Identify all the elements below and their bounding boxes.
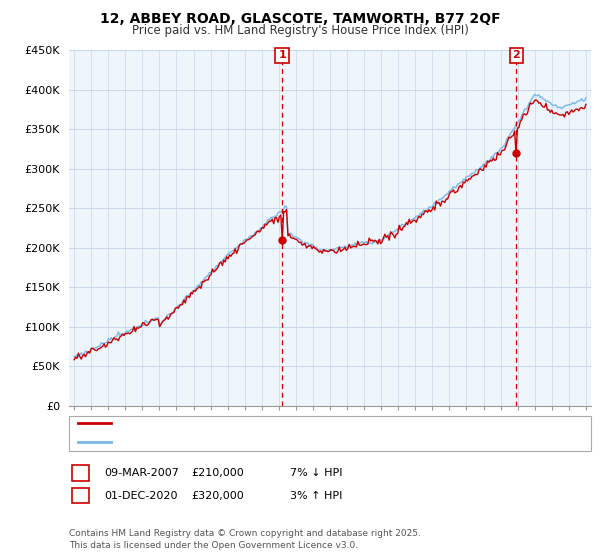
Point xyxy=(511,148,521,157)
Text: 2: 2 xyxy=(512,50,520,60)
Text: 7% ↓ HPI: 7% ↓ HPI xyxy=(290,468,342,478)
Text: 1: 1 xyxy=(77,468,84,478)
Text: Price paid vs. HM Land Registry's House Price Index (HPI): Price paid vs. HM Land Registry's House … xyxy=(131,24,469,37)
Text: 1: 1 xyxy=(278,50,286,60)
Text: 12, ABBEY ROAD, GLASCOTE, TAMWORTH, B77 2QF (detached house): 12, ABBEY ROAD, GLASCOTE, TAMWORTH, B77 … xyxy=(118,418,482,428)
Text: 12, ABBEY ROAD, GLASCOTE, TAMWORTH, B77 2QF: 12, ABBEY ROAD, GLASCOTE, TAMWORTH, B77 … xyxy=(100,12,500,26)
Text: 01-DEC-2020: 01-DEC-2020 xyxy=(104,491,178,501)
Text: HPI: Average price, detached house, Tamworth: HPI: Average price, detached house, Tamw… xyxy=(118,437,362,447)
Text: £210,000: £210,000 xyxy=(191,468,244,478)
Text: Contains HM Land Registry data © Crown copyright and database right 2025.
This d: Contains HM Land Registry data © Crown c… xyxy=(69,529,421,550)
Text: 2: 2 xyxy=(77,491,84,501)
Text: £320,000: £320,000 xyxy=(191,491,244,501)
Text: 09-MAR-2007: 09-MAR-2007 xyxy=(104,468,179,478)
Text: 3% ↑ HPI: 3% ↑ HPI xyxy=(290,491,342,501)
Point xyxy=(277,236,287,245)
